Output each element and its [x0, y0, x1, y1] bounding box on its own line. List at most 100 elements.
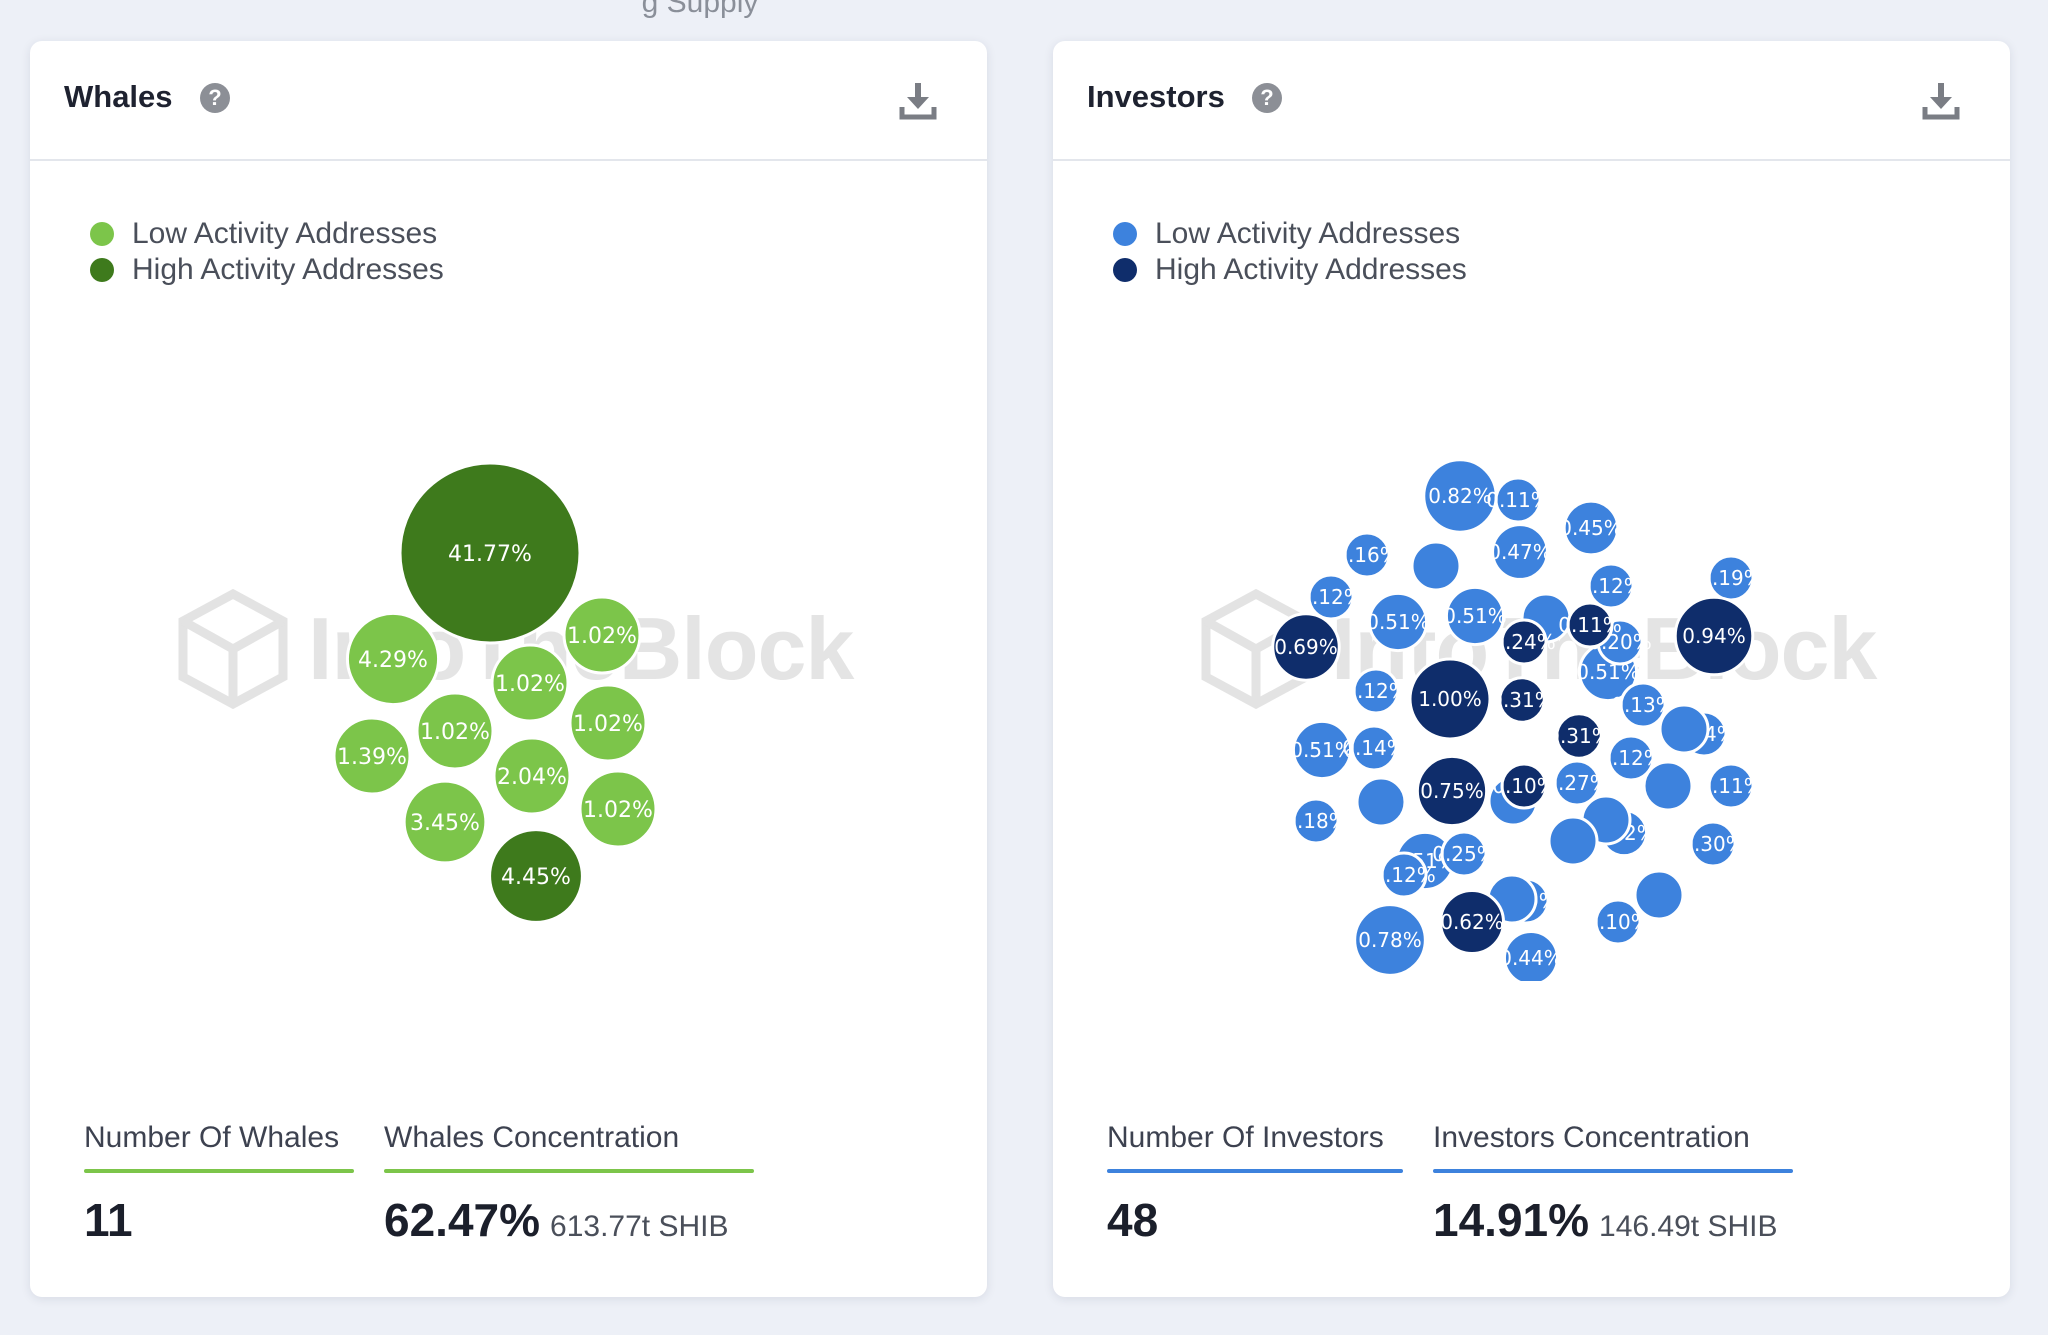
- bubble-circle: [1594, 898, 1642, 946]
- bubble-circle: [1291, 719, 1353, 781]
- bubble-high-activity[interactable]: 0.31%: [1490, 676, 1554, 724]
- bubble-label: 0.30%: [1681, 832, 1745, 856]
- bubble-circle: [1343, 531, 1391, 579]
- bubble-circle: [568, 683, 648, 763]
- bubble-low-activity[interactable]: 0.51%: [1290, 719, 1354, 781]
- bubble-label: 0.45%: [1559, 516, 1623, 540]
- bubble-label: 2.04%: [497, 765, 567, 790]
- concentration-amount: 613.77t SHIB: [550, 1210, 729, 1243]
- bubble-low-activity[interactable]: 2.04%: [492, 736, 572, 816]
- bubble-high-activity[interactable]: 0.75%: [1415, 754, 1489, 828]
- bubble-low-activity[interactable]: 0.30%: [1681, 820, 1745, 868]
- bubble-low-activity[interactable]: [1355, 776, 1407, 828]
- bubble-low-activity[interactable]: 0.47%: [1488, 523, 1552, 581]
- bubble-low-activity[interactable]: 0.13%: [1611, 681, 1675, 729]
- bubble-label: 0.18%: [1284, 809, 1348, 833]
- bubble-circle: [1566, 601, 1614, 649]
- bubble-circle: [1271, 612, 1341, 682]
- bubble-low-activity[interactable]: 1.02%: [490, 643, 570, 723]
- bubble-low-activity[interactable]: 0.10%: [1586, 898, 1650, 946]
- bubble-high-activity[interactable]: 41.77%: [398, 461, 582, 645]
- bubble-label: 0.75%: [1420, 779, 1484, 803]
- bubble-circle: [488, 828, 584, 924]
- bubble-low-activity[interactable]: 0.18%: [1284, 797, 1348, 845]
- legend-item-high-activity[interactable]: High Activity Addresses: [88, 252, 444, 288]
- whales-legend: Low Activity Addresses High Activity Add…: [88, 216, 444, 288]
- bubble-low-activity[interactable]: 1.02%: [562, 595, 642, 675]
- bubble-high-activity[interactable]: 1.00%: [1408, 657, 1492, 741]
- bubble-low-activity[interactable]: 4.29%: [345, 611, 441, 707]
- bubble-low-activity[interactable]: 0.25%: [1432, 830, 1496, 878]
- bubble-low-activity[interactable]: 0.51%: [1443, 585, 1507, 647]
- bubble-high-activity[interactable]: 0.24%: [1492, 618, 1556, 666]
- bubble-label: 1.02%: [420, 720, 490, 745]
- bubble-low-activity[interactable]: 0.12%: [1344, 667, 1408, 715]
- bubble-circle: [1352, 667, 1400, 715]
- legend-item-high-activity[interactable]: High Activity Addresses: [1111, 252, 1467, 288]
- bubble-high-activity[interactable]: 0.62%: [1439, 889, 1505, 955]
- bubble-label: 0.51%: [1576, 660, 1640, 684]
- bubble-circle: [490, 643, 570, 723]
- download-icon[interactable]: [1922, 81, 1960, 121]
- stat-value: 14.91% 146.49t SHIB: [1433, 1193, 1793, 1247]
- bubble-label: 1.02%: [495, 672, 565, 697]
- bubble-high-activity[interactable]: 0.11%: [1558, 601, 1622, 649]
- bubble-low-activity[interactable]: 0.12%: [1599, 734, 1663, 782]
- bubble-low-activity[interactable]: 1.39%: [332, 716, 412, 796]
- bubble-low-activity[interactable]: 0.11%: [1486, 476, 1550, 524]
- concentration-percent: 14.91%: [1433, 1194, 1590, 1246]
- bubble-label: 0.12%: [1344, 679, 1408, 703]
- bubble-low-activity[interactable]: 0.16%: [1335, 531, 1399, 579]
- bubble-high-activity[interactable]: 4.45%: [488, 828, 584, 924]
- bubble-circle: [1410, 540, 1462, 592]
- stat-underline: [1433, 1169, 1793, 1173]
- bubble-low-activity[interactable]: [1642, 760, 1694, 812]
- download-icon[interactable]: [899, 81, 937, 121]
- bubble-circle: [1673, 595, 1755, 677]
- legend-label: High Activity Addresses: [132, 253, 444, 286]
- legend-item-low-activity[interactable]: Low Activity Addresses: [1111, 216, 1467, 252]
- bubble-high-activity[interactable]: 0.69%: [1271, 612, 1341, 682]
- bubble-label: 0.25%: [1432, 842, 1496, 866]
- bubble-label: 1.02%: [567, 624, 637, 649]
- bubble-low-activity[interactable]: [1547, 815, 1599, 867]
- bubble-high-activity[interactable]: 0.10%: [1492, 762, 1556, 810]
- bubble-low-activity[interactable]: 0.44%: [1499, 929, 1563, 981]
- legend-dot: [1113, 222, 1137, 246]
- whales-title: Whales: [64, 79, 173, 114]
- bubble-low-activity[interactable]: 3.45%: [402, 779, 488, 865]
- bubble-high-activity[interactable]: 0.31%: [1547, 712, 1611, 760]
- bubble-low-activity[interactable]: 0.12%: [1372, 851, 1436, 899]
- help-icon[interactable]: ?: [200, 83, 230, 113]
- investors-concentration-stat: Investors Concentration 14.91% 146.49t SH…: [1433, 1121, 1793, 1247]
- bubble-low-activity[interactable]: 0.82%: [1422, 458, 1498, 534]
- bubble-low-activity[interactable]: 0.45%: [1559, 499, 1623, 557]
- bubble-low-activity[interactable]: 0.14%: [1342, 724, 1406, 772]
- bubble-label: 1.02%: [583, 798, 653, 823]
- bubble-low-activity[interactable]: 0.12%: [1579, 562, 1643, 610]
- stat-underline: [84, 1169, 354, 1173]
- legend-label: High Activity Addresses: [1155, 253, 1467, 286]
- bubble-low-activity[interactable]: [1658, 703, 1710, 755]
- help-icon[interactable]: ?: [1252, 83, 1282, 113]
- bubble-low-activity[interactable]: 0.11%: [1699, 762, 1763, 810]
- legend-item-low-activity[interactable]: Low Activity Addresses: [88, 216, 444, 252]
- bubble-high-activity[interactable]: 0.94%: [1673, 595, 1755, 677]
- stat-value: 48: [1107, 1194, 1159, 1246]
- bubble-low-activity[interactable]: [1633, 869, 1685, 921]
- bubble-circle: [1555, 712, 1603, 760]
- bubble-label: 0.51%: [1290, 738, 1354, 762]
- bubble-low-activity[interactable]: 0.12%: [1299, 573, 1363, 621]
- top-cut-text: g Supply: [641, 0, 759, 19]
- stat-label: Whales Concentration: [384, 1121, 680, 1154]
- bubble-low-activity[interactable]: 0.27%: [1545, 759, 1609, 807]
- bubble-low-activity[interactable]: 1.02%: [578, 769, 658, 849]
- bubble-low-activity[interactable]: 1.02%: [415, 691, 495, 771]
- bubble-low-activity[interactable]: 0.51%: [1366, 591, 1430, 653]
- bubble-circle: [1350, 724, 1398, 772]
- bubble-low-activity[interactable]: [1410, 540, 1462, 592]
- bubble-low-activity[interactable]: 0.78%: [1353, 903, 1427, 977]
- bubble-low-activity[interactable]: 1.02%: [568, 683, 648, 763]
- bubble-label: 0.10%: [1492, 774, 1556, 798]
- bubble-low-activity[interactable]: 0.19%: [1699, 554, 1763, 602]
